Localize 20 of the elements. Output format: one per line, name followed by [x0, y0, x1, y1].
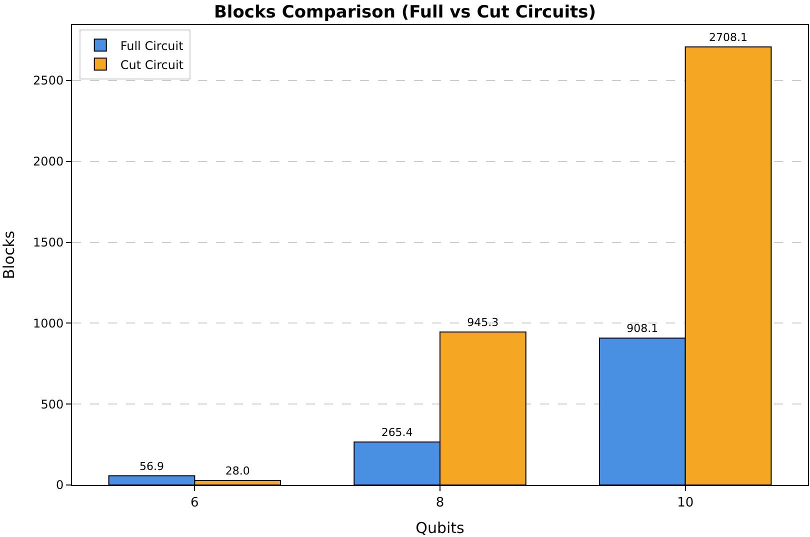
y-tick-label: 0 [56, 478, 64, 492]
y-tick-label: 1500 [33, 236, 64, 250]
legend-label: Cut Circuit [120, 58, 184, 72]
data-label: 908.1 [626, 322, 658, 336]
y-tick-label: 2000 [33, 154, 64, 169]
x-tick-label: 6 [190, 496, 199, 511]
x-axis-title: Qubits [416, 519, 465, 537]
data-label: 2708.1 [709, 30, 748, 44]
y-tick-label: 500 [40, 397, 64, 412]
y-tick-label: 2500 [33, 74, 64, 88]
y-axis-title: Blocks [0, 230, 18, 280]
legend-label: Full Circuit [120, 38, 184, 53]
data-label: 28.0 [225, 464, 250, 478]
x-tick-label: 8 [436, 496, 444, 511]
chart-title: Blocks Comparison (Full vs Cut Circuits) [214, 2, 596, 22]
data-label: 945.3 [467, 316, 499, 330]
y-tick-label: 1000 [33, 316, 64, 330]
data-label: 56.9 [139, 460, 164, 473]
data-label: 265.4 [381, 426, 413, 440]
x-tick-label: 10 [677, 496, 694, 511]
